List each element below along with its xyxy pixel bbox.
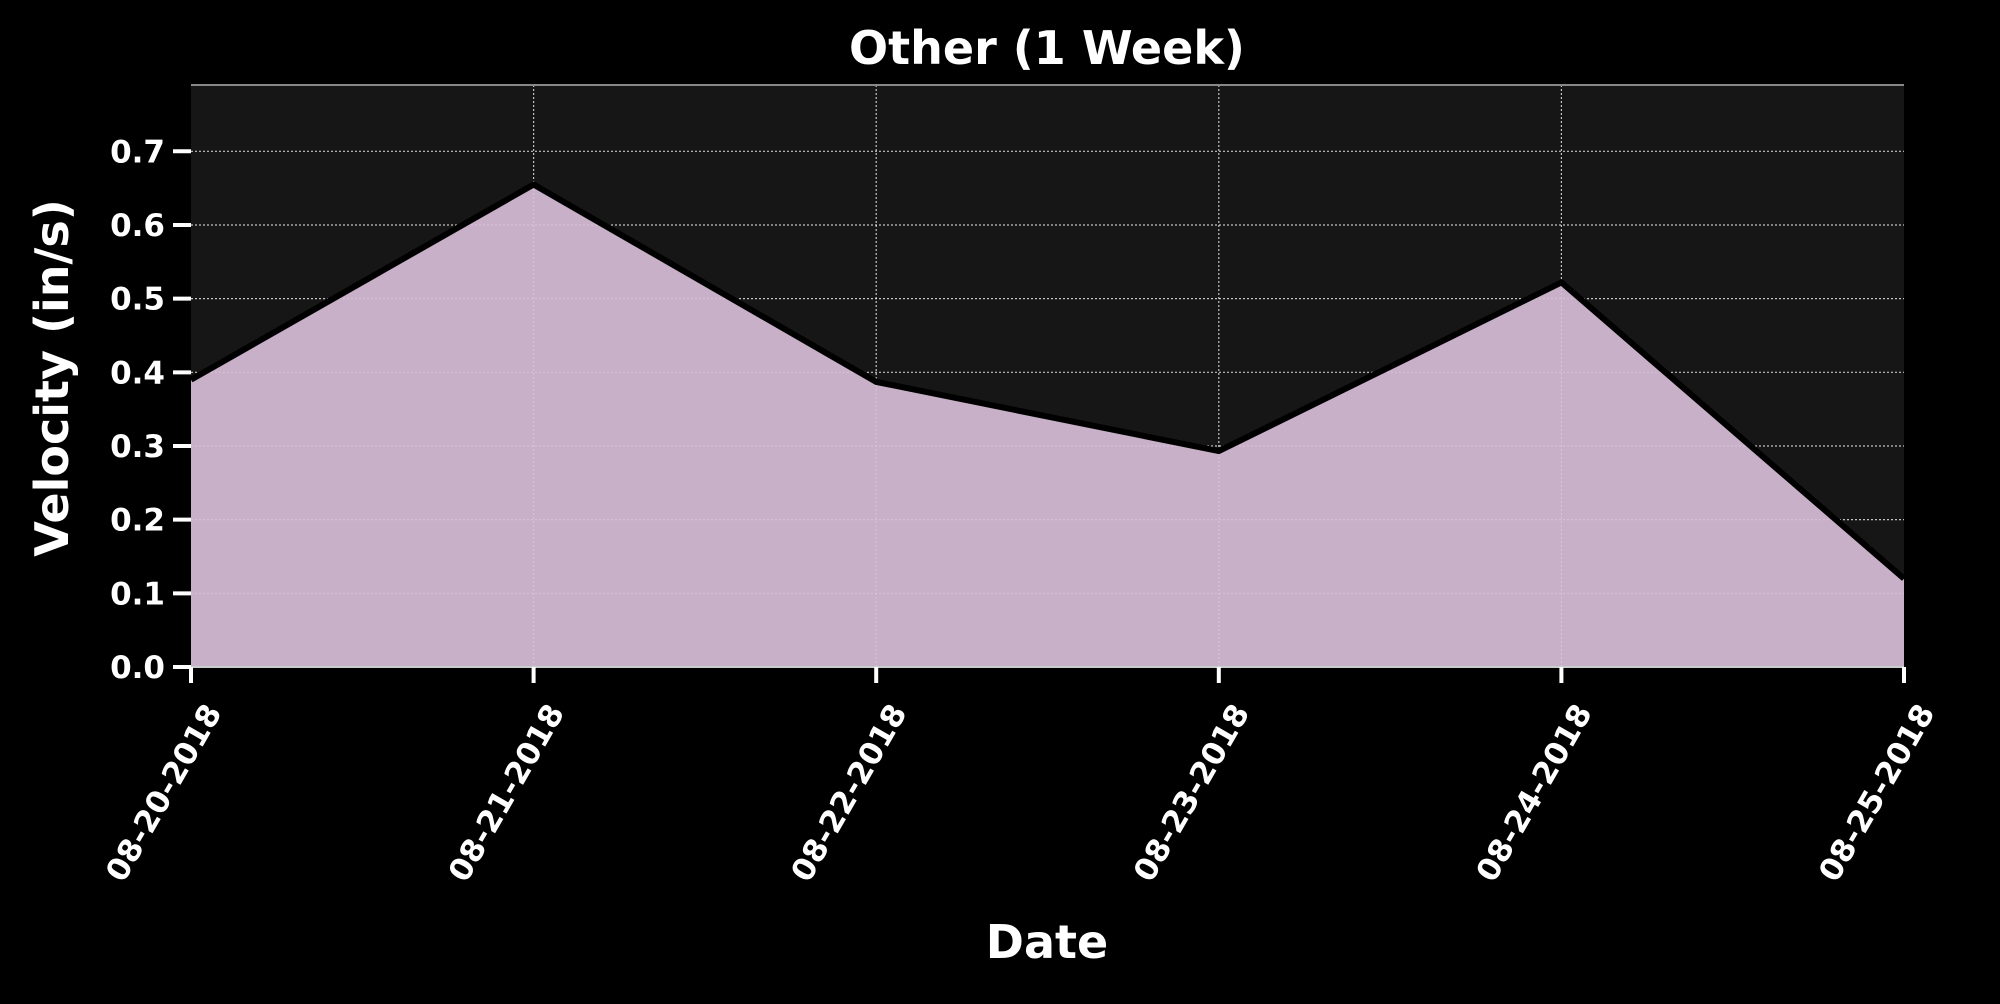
- y-tick-label: 0.7: [110, 134, 165, 170]
- y-axis-label: Velocity (in/s): [25, 199, 79, 556]
- x-axis-label: Date: [986, 915, 1108, 969]
- series-line: [189, 181, 1906, 581]
- y-tick-label: 0.2: [110, 503, 165, 539]
- y-tick-layer: 0.0 0.1 0.2 0.3 0.4 0.5 0.6 0.7: [110, 134, 191, 686]
- y-tick-label: 0.4: [110, 355, 165, 391]
- area-fill: [191, 184, 1904, 667]
- y-tick-label: 0.3: [110, 429, 165, 465]
- y-tick-label: 0.1: [110, 576, 165, 612]
- y-tick-label: 0.5: [110, 282, 165, 318]
- y-tick-label: 0.0: [110, 650, 165, 686]
- y-tick-label: 0.6: [110, 208, 165, 244]
- chart-title: Other (1 Week): [849, 21, 1245, 75]
